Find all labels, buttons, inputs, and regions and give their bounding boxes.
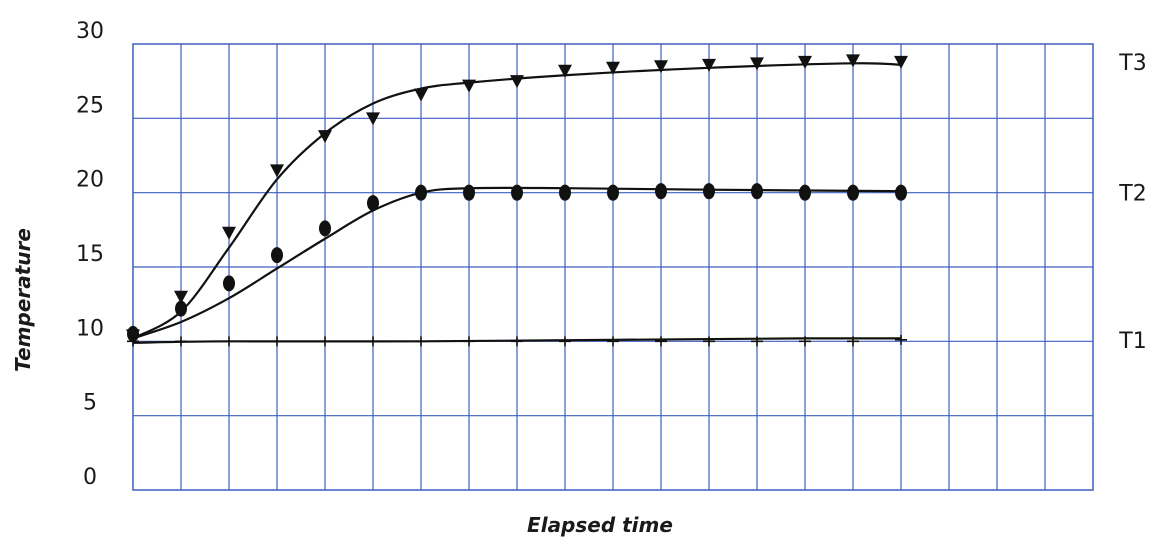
data-point-t1: [271, 336, 283, 347]
data-point-t2: [223, 275, 235, 292]
data-point-t3: [702, 58, 716, 72]
series-label-t3: T3: [1118, 51, 1146, 76]
y-tick-label: 10: [76, 316, 104, 341]
data-point-t3: [606, 61, 620, 75]
data-point-t2: [559, 184, 571, 201]
data-point-t1: [799, 336, 811, 347]
data-point-t3: [846, 54, 860, 68]
data-point-t2: [655, 183, 667, 200]
data-point-t1: [367, 336, 379, 347]
data-point-t3: [798, 55, 812, 69]
data-point-t2: [847, 184, 859, 201]
data-point-t1: [463, 336, 475, 347]
series-label-t2: T2: [1118, 182, 1146, 207]
data-point-t2: [607, 184, 619, 201]
data-point-t1: [751, 336, 763, 347]
data-point-t2: [271, 247, 283, 264]
data-point-t3: [174, 290, 188, 304]
data-point-t2: [703, 183, 715, 200]
y-tick-label: 5: [83, 391, 97, 416]
data-point-t2: [175, 300, 187, 317]
data-point-t3: [222, 226, 236, 240]
series-label-t1: T1: [1118, 329, 1146, 354]
data-point-t3: [558, 64, 572, 78]
data-point-t3: [126, 329, 140, 343]
data-point-t2: [463, 184, 475, 201]
series-markers: [126, 54, 908, 347]
data-point-t2: [751, 183, 763, 200]
y-tick-label: 25: [76, 93, 104, 118]
y-tick-label: 30: [76, 19, 104, 44]
data-point-t1: [607, 336, 619, 347]
y-tick-label: 20: [76, 168, 104, 193]
data-point-t3: [366, 112, 380, 126]
plot-frame: [132, 43, 1094, 491]
data-point-t2: [367, 195, 379, 212]
y-axis-ticks: 0 5 10 15 20 25 30: [76, 19, 104, 490]
grid: [133, 44, 1093, 490]
data-point-t3: [750, 57, 764, 71]
data-point-t1: [415, 336, 427, 347]
data-point-t1: [223, 336, 235, 347]
series-line-t2: [132, 186, 902, 340]
data-point-t1: [511, 336, 523, 347]
data-point-t2: [415, 184, 427, 201]
data-point-t3: [654, 60, 668, 74]
data-point-t1: [847, 336, 859, 347]
data-point-t2: [511, 184, 523, 201]
data-point-t3: [318, 130, 332, 144]
y-tick-label: 0: [83, 465, 97, 490]
data-point-t3: [270, 164, 284, 178]
series-labels: T1 T2 T3: [1118, 51, 1146, 354]
data-point-t2: [799, 184, 811, 201]
x-axis-label: Elapsed time: [527, 513, 673, 537]
data-point-t3: [414, 88, 428, 102]
data-point-t2: [895, 184, 907, 201]
data-point-t3: [462, 79, 476, 93]
data-point-t3: [894, 55, 908, 69]
data-point-t1: [655, 336, 667, 347]
y-tick-label: 15: [76, 242, 104, 267]
y-axis-label: Temperature: [11, 228, 35, 372]
data-point-t1: [319, 336, 331, 347]
data-point-t3: [510, 75, 524, 89]
data-point-t1: [895, 334, 907, 345]
data-point-t2: [319, 220, 331, 237]
data-point-t1: [559, 336, 571, 347]
data-point-t1: [175, 336, 187, 347]
data-point-t1: [703, 336, 715, 347]
